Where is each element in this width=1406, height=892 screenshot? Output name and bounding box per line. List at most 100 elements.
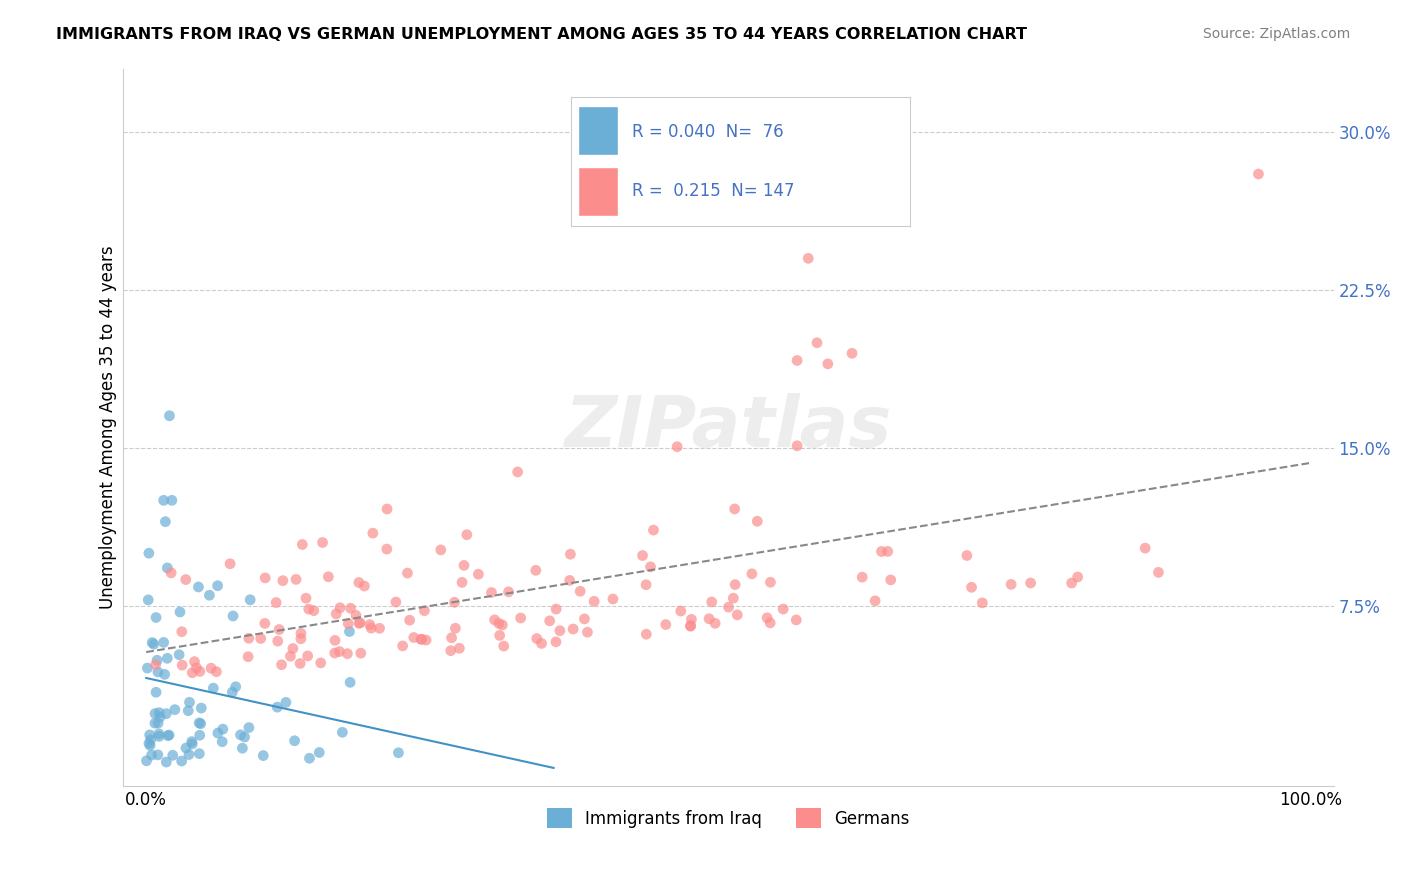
Point — [162, 748, 184, 763]
Point — [174, 741, 197, 756]
Point — [359, 617, 381, 632]
Point — [170, 624, 193, 639]
Point — [724, 577, 747, 591]
Legend: Immigrants from Iraq, Germans: Immigrants from Iraq, Germans — [540, 801, 915, 835]
Point — [360, 621, 382, 635]
Point — [202, 681, 225, 695]
Point — [841, 346, 863, 360]
Point — [249, 632, 271, 646]
Point — [449, 641, 471, 656]
Point — [488, 628, 510, 642]
Point — [429, 542, 451, 557]
Point — [284, 733, 307, 747]
Point — [785, 613, 807, 627]
Point — [681, 612, 703, 626]
Text: ZIPatlas: ZIPatlas — [565, 392, 891, 462]
Point — [759, 615, 782, 630]
Point — [288, 657, 311, 671]
Point — [870, 544, 893, 558]
Point — [281, 641, 304, 656]
Point — [402, 631, 425, 645]
Point — [311, 535, 333, 549]
Point — [236, 649, 259, 664]
Point — [183, 655, 205, 669]
Point — [142, 637, 165, 651]
Point — [167, 648, 190, 662]
Point — [506, 465, 529, 479]
Point — [1019, 576, 1042, 591]
Point — [211, 735, 233, 749]
Point — [172, 658, 194, 673]
Point — [440, 631, 463, 645]
Point — [631, 549, 654, 563]
Point — [149, 710, 172, 724]
Point — [160, 566, 183, 580]
Point — [148, 727, 170, 741]
Point — [186, 661, 208, 675]
Point — [697, 612, 720, 626]
Point — [498, 585, 520, 599]
Point — [332, 725, 354, 739]
Point — [643, 523, 665, 537]
Point — [574, 612, 596, 626]
Point — [817, 357, 839, 371]
Point — [222, 609, 245, 624]
Point — [187, 580, 209, 594]
Point — [308, 746, 330, 760]
Point — [190, 701, 212, 715]
Point — [328, 644, 350, 658]
Point — [972, 596, 994, 610]
Point — [188, 715, 211, 730]
Point — [323, 646, 346, 660]
Point — [481, 585, 503, 599]
Point — [145, 610, 167, 624]
Point — [851, 570, 873, 584]
Point — [960, 580, 983, 594]
Point — [569, 584, 592, 599]
Point — [679, 618, 702, 632]
Point — [724, 502, 747, 516]
Point — [188, 747, 211, 761]
Point — [444, 621, 467, 635]
Point — [174, 573, 197, 587]
Point — [156, 651, 179, 665]
Point — [375, 502, 398, 516]
Point — [544, 635, 567, 649]
Point — [636, 627, 658, 641]
Point — [491, 618, 513, 632]
Point — [344, 608, 367, 623]
Point — [219, 557, 242, 571]
Point — [270, 657, 292, 672]
Point — [666, 440, 689, 454]
Point — [467, 567, 489, 582]
Point — [353, 579, 375, 593]
Point — [198, 588, 221, 602]
Point — [136, 593, 159, 607]
Point — [602, 592, 624, 607]
Text: Source: ZipAtlas.com: Source: ZipAtlas.com — [1202, 27, 1350, 41]
Point — [576, 625, 599, 640]
Point — [253, 616, 276, 631]
Point — [163, 703, 186, 717]
Point — [1147, 566, 1170, 580]
Point — [295, 591, 318, 606]
Point — [145, 657, 167, 672]
Point — [177, 747, 200, 762]
Point — [297, 648, 319, 663]
Point — [786, 353, 808, 368]
Point — [583, 594, 606, 608]
Point — [141, 635, 163, 649]
Text: IMMIGRANTS FROM IRAQ VS GERMAN UNEMPLOYMENT AMONG AGES 35 TO 44 YEARS CORRELATIO: IMMIGRANTS FROM IRAQ VS GERMAN UNEMPLOYM… — [56, 27, 1028, 42]
Point — [229, 728, 252, 742]
Point — [880, 573, 903, 587]
Point — [181, 665, 204, 680]
Point — [211, 722, 233, 736]
Point — [717, 600, 740, 615]
Point — [361, 526, 384, 541]
Point — [413, 604, 436, 618]
Point — [135, 754, 157, 768]
Point — [368, 621, 391, 635]
Point — [155, 755, 177, 769]
Point — [411, 632, 433, 647]
Point — [290, 626, 312, 640]
